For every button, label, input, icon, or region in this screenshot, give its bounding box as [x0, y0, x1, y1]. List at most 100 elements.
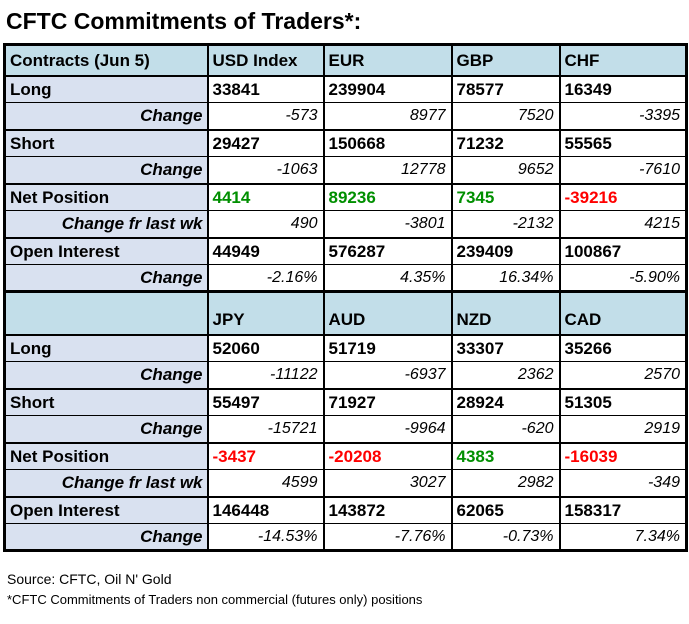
row-label: Change fr last wk: [3, 469, 209, 497]
table-row: Open Interest 44949 576287 239409 100867: [3, 236, 688, 265]
data-cell: -20208: [322, 441, 453, 470]
row-label: Change: [3, 415, 209, 443]
table-row: Open Interest 146448 143872 62065 158317: [3, 495, 688, 524]
data-cell: -16039: [558, 441, 688, 470]
footer: Source: CFTC, Oil N' Gold *CFTC Commitme…: [7, 568, 689, 610]
table-row: Short 55497 71927 28924 51305: [3, 387, 688, 416]
row-label: Change: [3, 523, 209, 551]
row-label: Open Interest: [3, 495, 209, 524]
data-cell: 490: [206, 210, 325, 238]
column-header-usd-index: USD Index: [206, 44, 325, 77]
data-cell: 89236: [322, 182, 453, 211]
row-label: Change: [3, 264, 209, 292]
data-cell: 55497: [206, 387, 325, 416]
data-cell: 71927: [322, 387, 453, 416]
table-row: Long 52060 51719 33307 35266: [3, 334, 688, 362]
data-cell: 4383: [450, 441, 561, 470]
table-row: Change -573 8977 7520 -3395: [3, 102, 688, 130]
column-header-nzd: NZD: [450, 290, 561, 336]
data-cell: 35266: [558, 334, 688, 362]
table-row: Change -14.53% -7.76% -0.73% 7.34%: [3, 523, 688, 551]
data-cell: 62065: [450, 495, 561, 524]
row-label: Change fr last wk: [3, 210, 209, 238]
page-title: CFTC Commitments of Traders*:: [6, 8, 362, 34]
data-cell: 7520: [450, 102, 561, 130]
footnote-text: *CFTC Commitments of Traders non commerc…: [7, 592, 423, 607]
table-row: Change -1063 12778 9652 -7610: [3, 156, 688, 184]
data-cell: -9964: [322, 415, 453, 443]
row-label: Long: [3, 334, 209, 362]
data-cell: -3395: [558, 102, 688, 130]
data-cell: 4414: [206, 182, 325, 211]
table-row: Change -11122 -6937 2362 2570: [3, 361, 688, 389]
data-cell: 4.35%: [322, 264, 453, 292]
data-cell: 4599: [206, 469, 325, 497]
data-cell: 16349: [558, 75, 688, 103]
row-label: Change: [3, 102, 209, 130]
data-cell: 33841: [206, 75, 325, 103]
data-cell: 55565: [558, 128, 688, 157]
data-cell: -11122: [206, 361, 325, 389]
data-cell: 9652: [450, 156, 561, 184]
data-cell: 2570: [558, 361, 688, 389]
data-cell: 44949: [206, 236, 325, 265]
data-cell: 146448: [206, 495, 325, 524]
row-label: Change: [3, 156, 209, 184]
data-cell: -2132: [450, 210, 561, 238]
row-label: Open Interest: [3, 236, 209, 265]
data-cell: -349: [558, 469, 688, 497]
data-cell: 78577: [450, 75, 561, 103]
data-cell: 100867: [558, 236, 688, 265]
table-row: Net Position -3437 -20208 4383 -16039: [3, 441, 688, 470]
table-row: Long 33841 239904 78577 16349: [3, 75, 688, 103]
data-cell: 4215: [558, 210, 688, 238]
column-header-cad: CAD: [558, 290, 688, 336]
row-label: Short: [3, 128, 209, 157]
data-cell: 28924: [450, 387, 561, 416]
row-label: Long: [3, 75, 209, 103]
data-cell: -3437: [206, 441, 325, 470]
data-cell: 239409: [450, 236, 561, 265]
data-cell: 8977: [322, 102, 453, 130]
data-cell: 12778: [322, 156, 453, 184]
row-label: Short: [3, 387, 209, 416]
data-cell: -14.53%: [206, 523, 325, 551]
cot-table-body: Contracts (Jun 5) USD Index EUR GBP CHF Long 3…: [3, 44, 688, 551]
data-cell: 158317: [558, 495, 688, 524]
data-cell: -573: [206, 102, 325, 130]
data-cell: -1063: [206, 156, 325, 184]
data-cell: 150668: [322, 128, 453, 157]
empty-corner-cell: [3, 290, 209, 336]
data-cell: 29427: [206, 128, 325, 157]
source-text: Source: CFTC, Oil N' Gold: [7, 571, 172, 587]
table-row: Change fr last wk 4599 3027 2982 -349: [3, 469, 688, 497]
data-cell: -6937: [322, 361, 453, 389]
column-header-jpy: JPY: [206, 290, 325, 336]
data-cell: -15721: [206, 415, 325, 443]
table-row: Net Position 4414 89236 7345 -39216: [3, 182, 688, 211]
data-cell: -7.76%: [322, 523, 453, 551]
row-label: Net Position: [3, 182, 209, 211]
table-row: Change -2.16% 4.35% 16.34% -5.90%: [3, 264, 688, 292]
data-cell: 52060: [206, 334, 325, 362]
data-cell: -0.73%: [450, 523, 561, 551]
column-header-gbp: GBP: [450, 44, 561, 77]
column-header-eur: EUR: [322, 44, 453, 77]
data-cell: 71232: [450, 128, 561, 157]
data-cell: 576287: [322, 236, 453, 265]
data-cell: -3801: [322, 210, 453, 238]
row-label: Net Position: [3, 441, 209, 470]
data-cell: 2362: [450, 361, 561, 389]
data-cell: 51305: [558, 387, 688, 416]
data-cell: 2982: [450, 469, 561, 497]
data-cell: 51719: [322, 334, 453, 362]
column-header-aud: AUD: [322, 290, 453, 336]
table-row: Short 29427 150668 71232 55565: [3, 128, 688, 157]
data-cell: -39216: [558, 182, 688, 211]
table-header-row: Contracts (Jun 5) USD Index EUR GBP CHF: [3, 44, 688, 77]
data-cell: 143872: [322, 495, 453, 524]
data-cell: 239904: [322, 75, 453, 103]
data-cell: 3027: [322, 469, 453, 497]
contracts-header-cell: Contracts (Jun 5): [3, 44, 209, 77]
